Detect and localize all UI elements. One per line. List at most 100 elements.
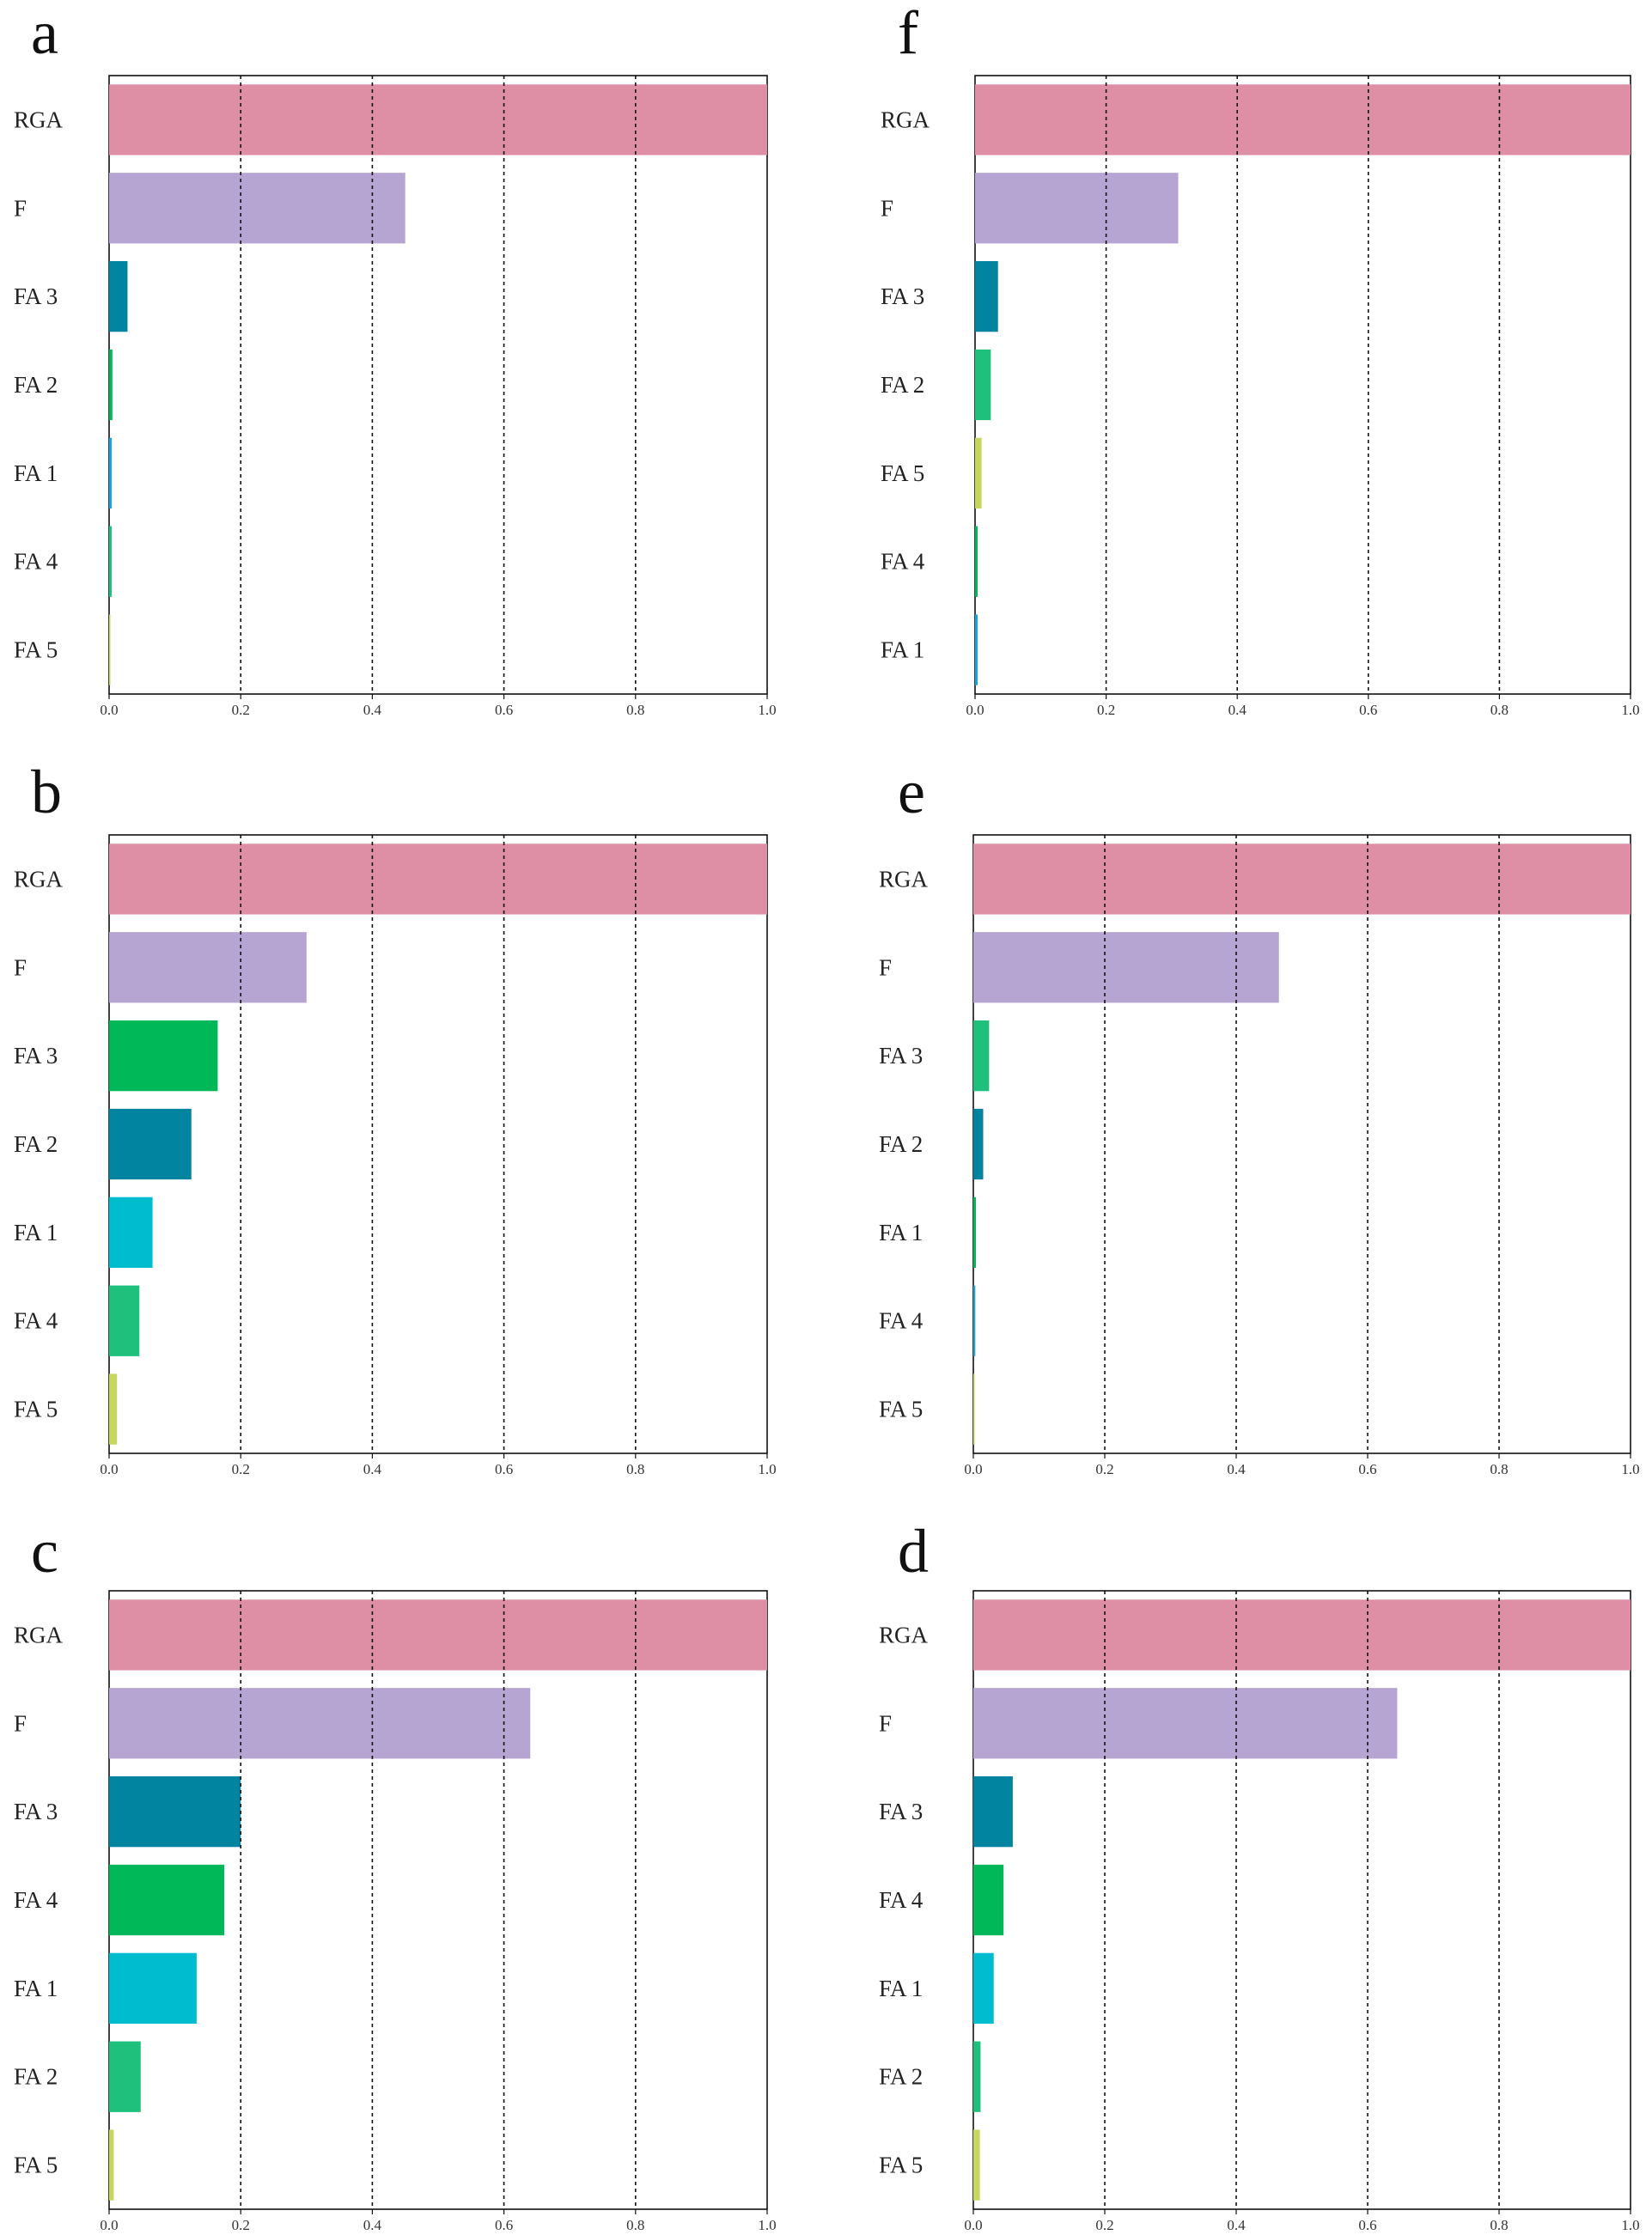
tick-label: 0.6	[1358, 2217, 1376, 2233]
chart-panel-a: a RGA F FA 3 FA 2 FA 1 FA 4 FA 5 0.0 0.2 0.4 0.6 0.8…	[14, 0, 777, 718]
category-label: FA 2	[879, 1131, 923, 1157]
chart-panel-c: c RGA F FA 3 FA 4 FA 1 FA 2 FA 5 0.0 0.2 0.4 0.6 0.8…	[14, 1517, 777, 2233]
bar-fa-1	[973, 1952, 994, 2024]
tick-label: 0.6	[1358, 1461, 1376, 1477]
tick-label: 1.0	[1621, 2217, 1639, 2233]
category-label: FA 1	[879, 1220, 923, 1245]
bar-fa-3	[109, 261, 128, 332]
bar-fa-5	[973, 1373, 975, 1445]
category-label: FA 4	[879, 1308, 924, 1334]
tick-label: 0.0	[100, 1461, 118, 1477]
bar-f	[109, 173, 405, 244]
tick-label: 1.0	[758, 2217, 776, 2233]
category-label: FA 1	[881, 637, 924, 663]
panel-letter: c	[31, 1517, 58, 1586]
tick-label: 0.8	[626, 2217, 644, 2233]
bar-fa-2	[973, 1108, 984, 1180]
bar-fa-3	[109, 1020, 218, 1092]
bar-rga	[109, 1599, 767, 1671]
category-label: FA 5	[879, 2153, 923, 2178]
tick-label: 1.0	[1621, 702, 1639, 718]
tick-label: 0.2	[1095, 2217, 1113, 2233]
bar-fa-5	[973, 2129, 980, 2201]
bar-fa-4	[973, 1285, 976, 1356]
category-label: FA 5	[14, 1397, 58, 1422]
category-label: FA 5	[879, 1397, 923, 1422]
tick-label: 0.4	[363, 1461, 382, 1477]
plot-frame	[974, 75, 1631, 695]
category-label: RGA	[14, 107, 64, 132]
tick-label: 1.0	[1621, 1461, 1639, 1477]
panel-letter: d	[898, 1517, 929, 1586]
tick-label: 0.2	[1095, 1461, 1113, 1477]
tick-label: 0.0	[100, 702, 118, 718]
bar-rga	[109, 843, 767, 915]
bar-f	[973, 1688, 1398, 1759]
bar-fa-2	[109, 1108, 192, 1180]
bar-fa-4	[109, 526, 113, 597]
tick-label: 0.6	[495, 1461, 513, 1477]
bar-f	[973, 932, 1279, 1003]
category-label: F	[879, 1710, 892, 1736]
plot-frame	[108, 834, 768, 1454]
bar-fa-1	[975, 614, 978, 685]
bar-fa-3	[973, 1020, 990, 1092]
tick-label: 0.4	[1227, 2217, 1246, 2233]
tick-label: 0.4	[1228, 702, 1247, 718]
category-label: FA 4	[14, 549, 58, 575]
bar-fa-5	[109, 614, 111, 685]
category-label: FA 1	[14, 460, 58, 486]
category-label: FA 3	[14, 283, 58, 309]
tick-label: 0.0	[966, 702, 984, 718]
category-label: FA 5	[14, 2153, 58, 2178]
panel-letter: f	[898, 0, 918, 67]
tick-label: 0.2	[1097, 702, 1115, 718]
tick-label: 1.0	[758, 1461, 776, 1477]
tick-label: 0.2	[232, 1461, 250, 1477]
bar-rga	[973, 1599, 1631, 1671]
bar-f	[975, 173, 1179, 244]
category-label: FA 4	[881, 549, 925, 575]
chart-panel-d: d RGA F FA 3 FA 4 FA 1 FA 2 FA 5 0.0 0.2 0.4 0.6 0.8…	[879, 1517, 1640, 2233]
category-label: FA 3	[14, 1799, 58, 1824]
category-label: RGA	[881, 107, 930, 132]
category-label: FA 4	[879, 1887, 924, 1913]
tick-label: 0.0	[100, 2217, 118, 2233]
category-label: F	[14, 954, 27, 980]
bar-fa-5	[109, 2129, 114, 2201]
category-label: F	[14, 1710, 27, 1736]
tick-label: 0.8	[1490, 1461, 1508, 1477]
bar-fa-2	[109, 2041, 141, 2112]
category-label: FA 3	[879, 1043, 923, 1069]
plot-frame	[972, 834, 1631, 1454]
category-label: FA 3	[881, 283, 924, 309]
tick-label: 0.6	[495, 702, 513, 718]
category-label: FA 3	[879, 1799, 923, 1824]
bar-fa-3	[109, 1776, 241, 1848]
plot-frame	[972, 1590, 1631, 2210]
tick-label: 0.8	[1490, 702, 1509, 718]
category-label: F	[881, 195, 893, 221]
bar-rga	[973, 843, 1631, 915]
category-label: FA 2	[879, 2064, 923, 2090]
bar-fa-3	[973, 1776, 1013, 1848]
category-label: FA 5	[14, 637, 58, 663]
tick-label: 0.0	[964, 2217, 982, 2233]
panel-letter: b	[31, 758, 62, 826]
tick-label: 0.0	[964, 1461, 982, 1477]
category-label: FA 3	[14, 1043, 58, 1069]
category-label: FA 2	[14, 1131, 58, 1157]
tick-label: 0.8	[1490, 2217, 1508, 2233]
category-label: RGA	[879, 866, 929, 892]
category-label: FA 1	[879, 1976, 923, 2001]
chart-panel-e: e RGA F FA 3 FA 2 FA 1 FA 4 FA 5 0.0 0.2 0.4 0.6 0.8…	[879, 758, 1640, 1477]
bar-fa-2	[109, 349, 113, 421]
category-label: F	[14, 195, 27, 221]
chart-panel-b: b RGA F FA 3 FA 2 FA 1 FA 4 FA 5 0.0 0.2 0.4 0.6 0.8…	[14, 758, 777, 1477]
bar-fa-2	[973, 2041, 981, 2112]
tick-label: 0.2	[232, 2217, 250, 2233]
bar-rga	[109, 84, 767, 155]
category-label: FA 4	[14, 1308, 58, 1334]
tick-label: 0.6	[495, 2217, 513, 2233]
